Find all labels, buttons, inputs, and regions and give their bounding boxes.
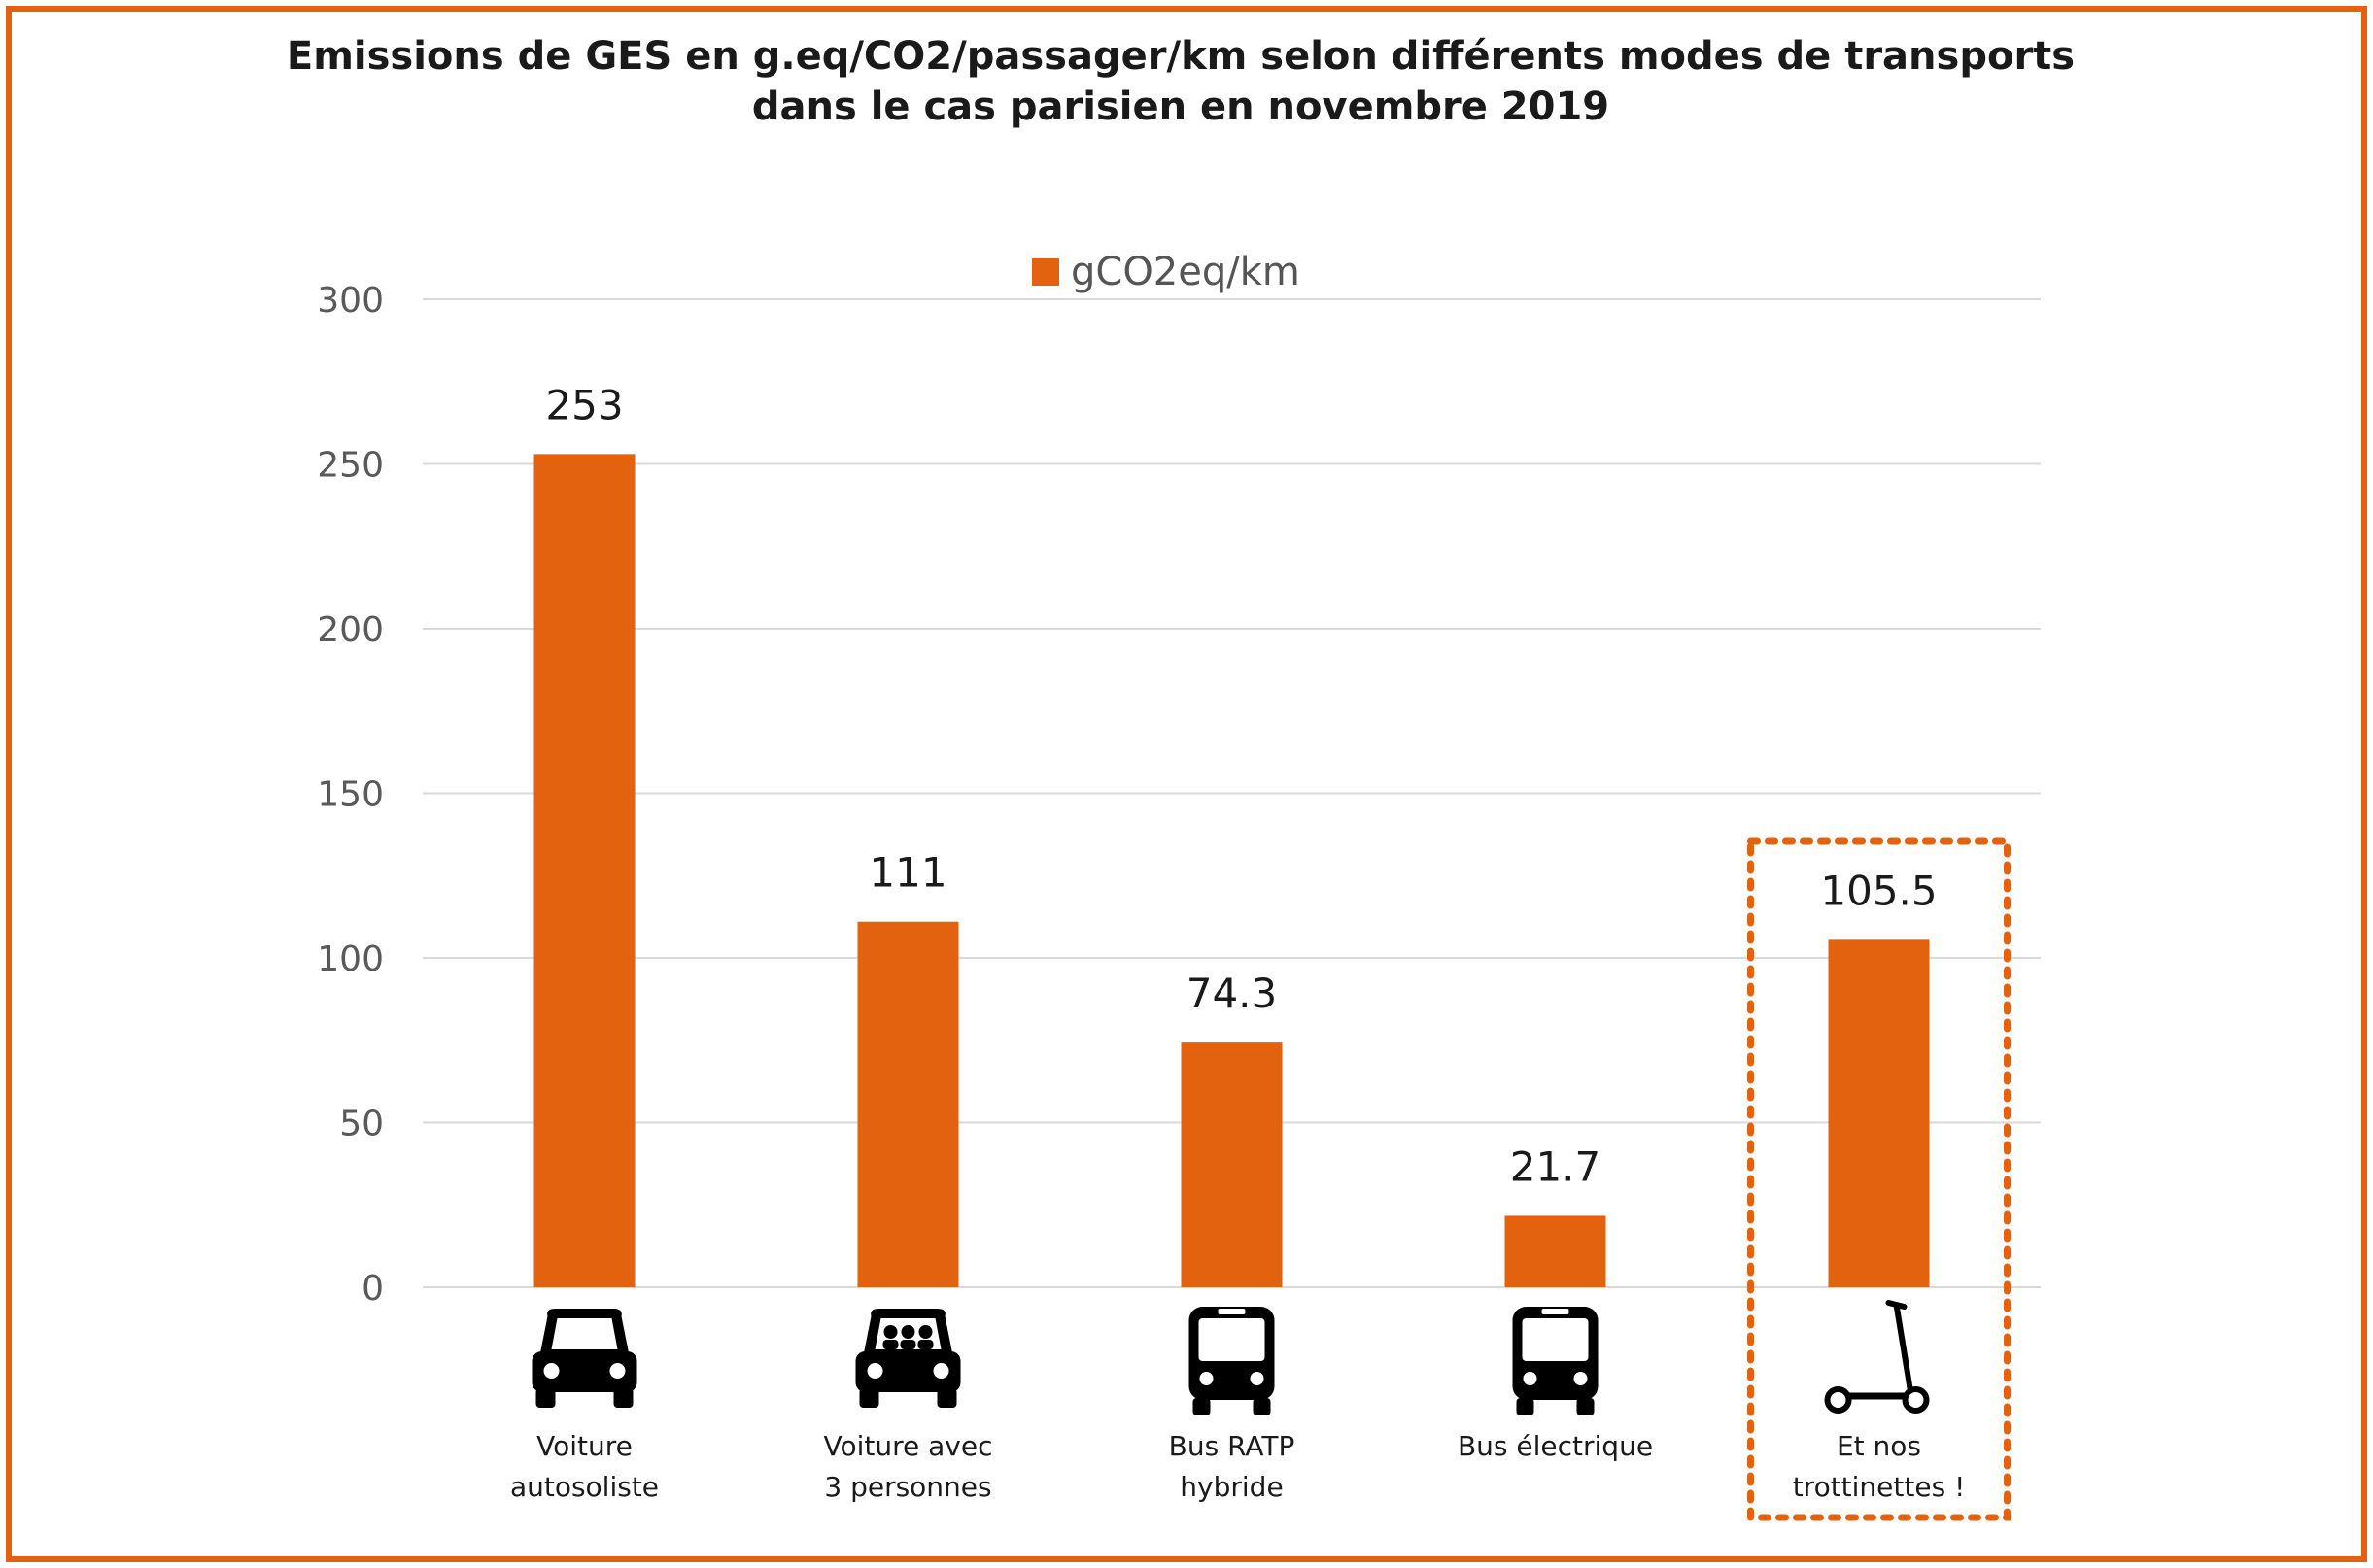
- bar: [857, 921, 959, 1287]
- category-label: 3 personnes: [824, 1471, 991, 1503]
- chart-legend: gCO2eq/km: [1032, 247, 1300, 297]
- car-with-passengers-icon: [855, 1309, 961, 1408]
- bar: [1504, 1215, 1606, 1287]
- data-label: 21.7: [1510, 1142, 1601, 1190]
- car-icon: [532, 1309, 637, 1408]
- chart-title-line-1: Emissions de GES en g.eq/CO2/passager/km…: [286, 34, 2076, 79]
- y-tick-label: 150: [317, 775, 384, 815]
- bar: [533, 454, 636, 1288]
- category-label: autosoliste: [510, 1471, 659, 1503]
- category-label: hybride: [1180, 1471, 1283, 1503]
- legend-swatch: [1032, 258, 1059, 286]
- bus-icon: [1512, 1307, 1599, 1415]
- bar: [1181, 1042, 1283, 1287]
- category-label: Bus électrique: [1458, 1430, 1653, 1462]
- chart-title-line-2: dans le cas parisien en novembre 2019: [751, 85, 1610, 129]
- y-tick-label: 300: [317, 281, 384, 321]
- chart-frame: [6, 6, 2367, 1562]
- bus-icon: [1188, 1307, 1275, 1415]
- y-tick-label: 200: [317, 610, 384, 650]
- data-label: 105.5: [1820, 867, 1937, 914]
- y-tick-label: 100: [317, 939, 384, 979]
- y-tick-label: 50: [339, 1105, 384, 1144]
- y-tick-label: 250: [317, 446, 384, 486]
- category-label: Bus RATP: [1169, 1430, 1295, 1462]
- highlight-box: [1747, 837, 2011, 1521]
- category-label: Et nos: [1837, 1430, 1921, 1462]
- data-label: 74.3: [1186, 970, 1278, 1017]
- data-label: 253: [545, 381, 623, 428]
- legend-label: gCO2eq/km: [1071, 250, 1300, 294]
- category-label: Voiture: [536, 1430, 633, 1462]
- scooter-icon: [1824, 1300, 1930, 1414]
- category-label: Voiture avec: [824, 1430, 993, 1462]
- data-label: 111: [869, 849, 946, 897]
- chart-title: Emissions de GES en g.eq/CO2/passager/km…: [0, 31, 2361, 132]
- y-tick-label: 0: [361, 1269, 384, 1309]
- bar: [1828, 939, 1930, 1287]
- category-label: trottinettes !: [1793, 1471, 1966, 1503]
